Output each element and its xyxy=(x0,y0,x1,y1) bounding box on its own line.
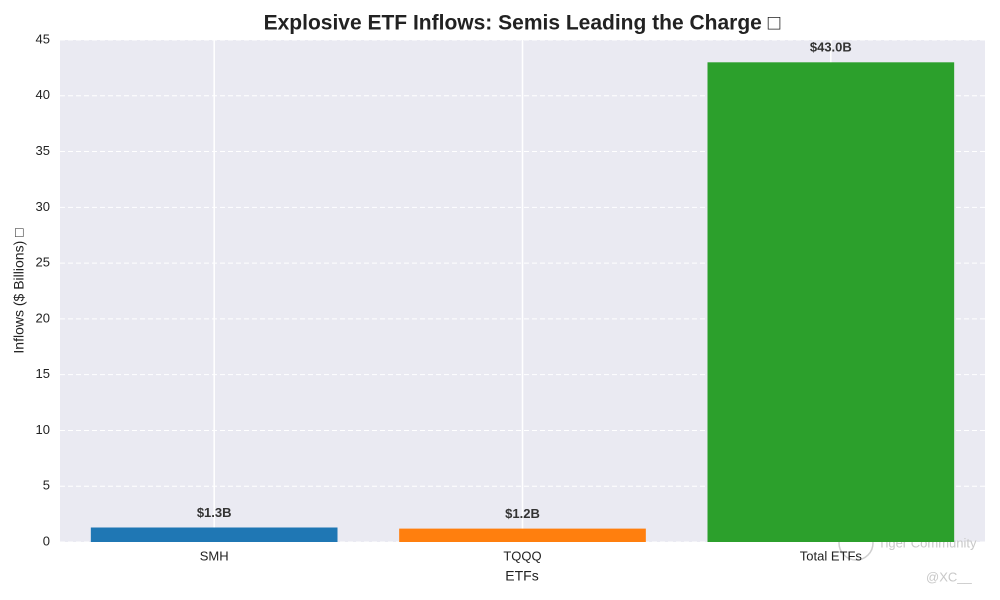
bar xyxy=(399,528,646,542)
x-tick-label: TQQQ xyxy=(503,548,541,563)
y-tick-label: 40 xyxy=(36,87,50,102)
y-tick-label: 45 xyxy=(36,31,50,46)
x-tick-label: Total ETFs xyxy=(800,548,863,563)
y-tick-label: 30 xyxy=(36,199,50,214)
y-tick-label: 25 xyxy=(36,255,50,270)
x-tick-label: SMH xyxy=(200,548,229,563)
value-label: $43.0B xyxy=(810,40,852,55)
x-axis-title: ETFs xyxy=(505,568,538,584)
value-label: $1.2B xyxy=(505,506,540,521)
y-tick-label: 0 xyxy=(43,533,50,548)
y-axis-title: Inflows ($ Billions) □ xyxy=(11,228,27,354)
y-tick-label: 5 xyxy=(43,478,50,493)
y-tick-label: 10 xyxy=(36,422,50,437)
bar xyxy=(90,527,338,542)
y-tick-label: 20 xyxy=(36,310,50,325)
watermark-handle: @XC__ xyxy=(926,569,972,584)
y-tick-label: 35 xyxy=(36,143,50,158)
y-tick-label: 15 xyxy=(36,366,50,381)
chart-title: Explosive ETF Inflows: Semis Leading the… xyxy=(264,12,781,35)
value-label: $1.3B xyxy=(197,505,232,520)
bar xyxy=(707,62,955,543)
